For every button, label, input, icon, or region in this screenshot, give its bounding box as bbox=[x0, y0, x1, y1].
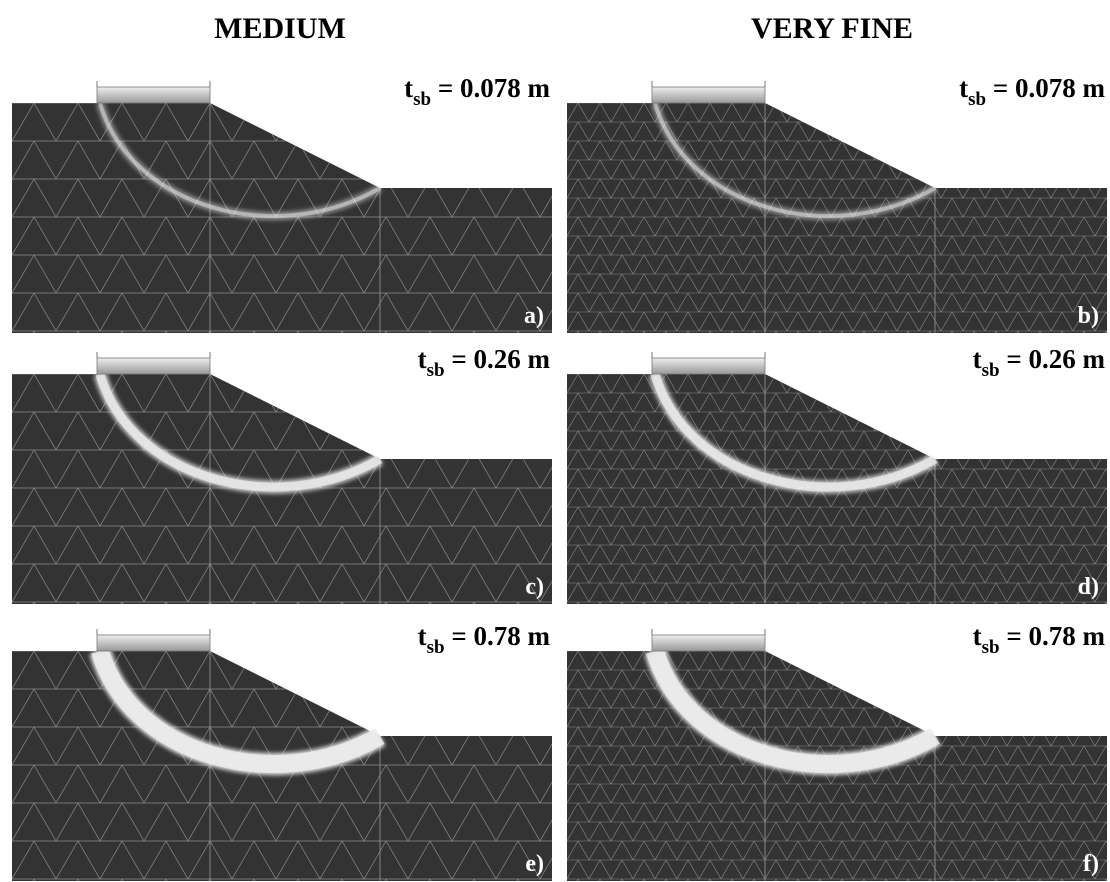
subscript: sb bbox=[413, 89, 431, 110]
footing bbox=[96, 357, 211, 375]
value: = 0.78 m bbox=[445, 621, 551, 651]
footing bbox=[651, 634, 766, 652]
mesh-panel: tsb = 0.078 m b) bbox=[567, 73, 1107, 333]
shear-band bbox=[98, 102, 382, 218]
mesh-panel: tsb = 0.26 m c) bbox=[12, 344, 552, 604]
mesh-division bbox=[764, 103, 936, 333]
panel-label: a) bbox=[524, 303, 544, 329]
symbol: t bbox=[973, 621, 982, 651]
panel-label: b) bbox=[1078, 303, 1099, 329]
thickness-label: tsb = 0.078 m bbox=[404, 73, 550, 110]
mesh-division bbox=[209, 374, 381, 604]
shear-band bbox=[95, 372, 383, 492]
value: = 0.78 m bbox=[1000, 621, 1106, 651]
footing bbox=[651, 86, 766, 104]
mesh-panel: tsb = 0.26 m d) bbox=[567, 344, 1107, 604]
footing bbox=[96, 86, 211, 104]
column-header: VERY FINE bbox=[751, 12, 913, 45]
symbol: t bbox=[418, 344, 427, 374]
mesh-division bbox=[764, 374, 936, 604]
panel-label: f) bbox=[1083, 851, 1099, 877]
footing-supports bbox=[651, 81, 766, 87]
thickness-label: tsb = 0.26 m bbox=[418, 344, 551, 381]
shear-band bbox=[650, 372, 938, 492]
shear-band bbox=[653, 102, 937, 218]
thickness-label: tsb = 0.26 m bbox=[973, 344, 1106, 381]
value: = 0.078 m bbox=[431, 73, 550, 103]
footing bbox=[96, 634, 211, 652]
footing-supports bbox=[651, 629, 766, 635]
footing-supports bbox=[96, 629, 211, 635]
subscript: sb bbox=[968, 89, 986, 110]
shear-band bbox=[646, 648, 940, 773]
subscript: sb bbox=[427, 637, 445, 658]
shear-band-glow bbox=[96, 101, 383, 220]
value: = 0.078 m bbox=[986, 73, 1105, 103]
subscript: sb bbox=[982, 360, 1000, 381]
thickness-label: tsb = 0.78 m bbox=[418, 621, 551, 658]
subscript: sb bbox=[982, 637, 1000, 658]
mesh-division bbox=[209, 103, 381, 333]
mesh-panel: tsb = 0.78 m e) bbox=[12, 621, 552, 881]
footing-supports bbox=[96, 352, 211, 358]
thickness-label: tsb = 0.78 m bbox=[973, 621, 1106, 658]
thickness-label: tsb = 0.078 m bbox=[959, 73, 1105, 110]
mesh-panel: tsb = 0.78 m f) bbox=[567, 621, 1107, 881]
value: = 0.26 m bbox=[445, 344, 551, 374]
symbol: t bbox=[959, 73, 968, 103]
panel-label: d) bbox=[1078, 574, 1099, 600]
subscript: sb bbox=[427, 360, 445, 381]
footing-supports bbox=[96, 81, 211, 87]
footing bbox=[651, 357, 766, 375]
column-header: MEDIUM bbox=[214, 12, 346, 45]
shear-band-glow bbox=[651, 101, 938, 220]
value: = 0.26 m bbox=[1000, 344, 1106, 374]
symbol: t bbox=[404, 73, 413, 103]
shear-band bbox=[91, 648, 385, 773]
symbol: t bbox=[418, 621, 427, 651]
mesh-panel: tsb = 0.078 m a) bbox=[12, 73, 552, 333]
panel-label: c) bbox=[525, 574, 544, 600]
panel-label: e) bbox=[525, 851, 544, 877]
footing-supports bbox=[651, 352, 766, 358]
symbol: t bbox=[973, 344, 982, 374]
